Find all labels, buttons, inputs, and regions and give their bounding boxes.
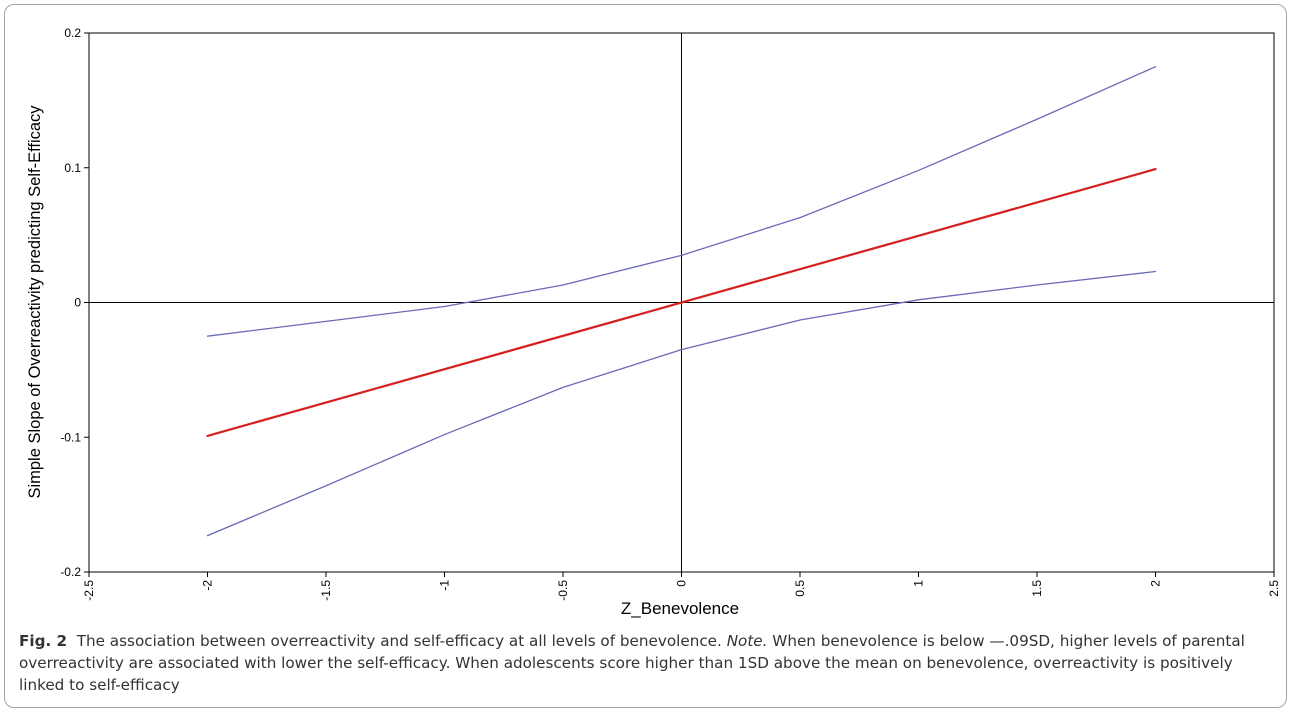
- x-tick-label: 1: [912, 580, 926, 587]
- x-tick-label: -2.5: [82, 580, 96, 601]
- x-tick-label: 1.5: [1030, 580, 1044, 597]
- series-line-3: [206, 270, 1157, 537]
- caption-note-label: Note.: [726, 632, 768, 650]
- x-tick-label: -1: [438, 580, 452, 591]
- caption-text: The association between overreactivity a…: [76, 632, 722, 650]
- y-tick-label: 0: [74, 296, 81, 310]
- y-tick-label: 0.1: [64, 161, 81, 175]
- y-tick-label: 0.2: [64, 26, 81, 40]
- figure-caption: Fig. 2 The association between overreact…: [19, 630, 1274, 696]
- figure-frame: [4, 4, 1287, 708]
- x-tick-label: 0.5: [793, 580, 807, 597]
- y-axis-ticks: -0.2 -0.1 0 0.1 0.2: [60, 26, 89, 579]
- x-tick-label: 0: [675, 580, 689, 587]
- series-line-2: [206, 66, 1157, 337]
- x-tick-label: 2: [1149, 580, 1163, 587]
- y-tick-label: -0.2: [60, 565, 81, 579]
- x-axis-label: Z_Benevolence: [621, 599, 739, 618]
- x-tick-label: -1.5: [319, 580, 333, 601]
- x-axis-ticks: -2.5 -2 -1.5 -1 -0.5 0 0.5 1 1.5 2 2.5: [82, 572, 1281, 601]
- series-line-1: [206, 168, 1157, 437]
- y-axis-label: Simple Slope of Overreactivity predictin…: [26, 105, 44, 499]
- x-tick-label: -2: [201, 580, 215, 591]
- x-tick-label: -0.5: [556, 580, 570, 601]
- x-tick-label: 2.5: [1267, 580, 1281, 597]
- chart: -2.5 -2 -1.5 -1 -0.5 0 0.5 1 1.5 2 2.5 -0.2 -0.1 0 0.…: [26, 26, 1281, 618]
- caption-label: Fig. 2: [19, 632, 68, 650]
- series-layer: [206, 66, 1157, 537]
- caption-note-text: When benevolence is below —.09SD, higher…: [19, 632, 1245, 694]
- y-tick-label: -0.1: [60, 430, 81, 444]
